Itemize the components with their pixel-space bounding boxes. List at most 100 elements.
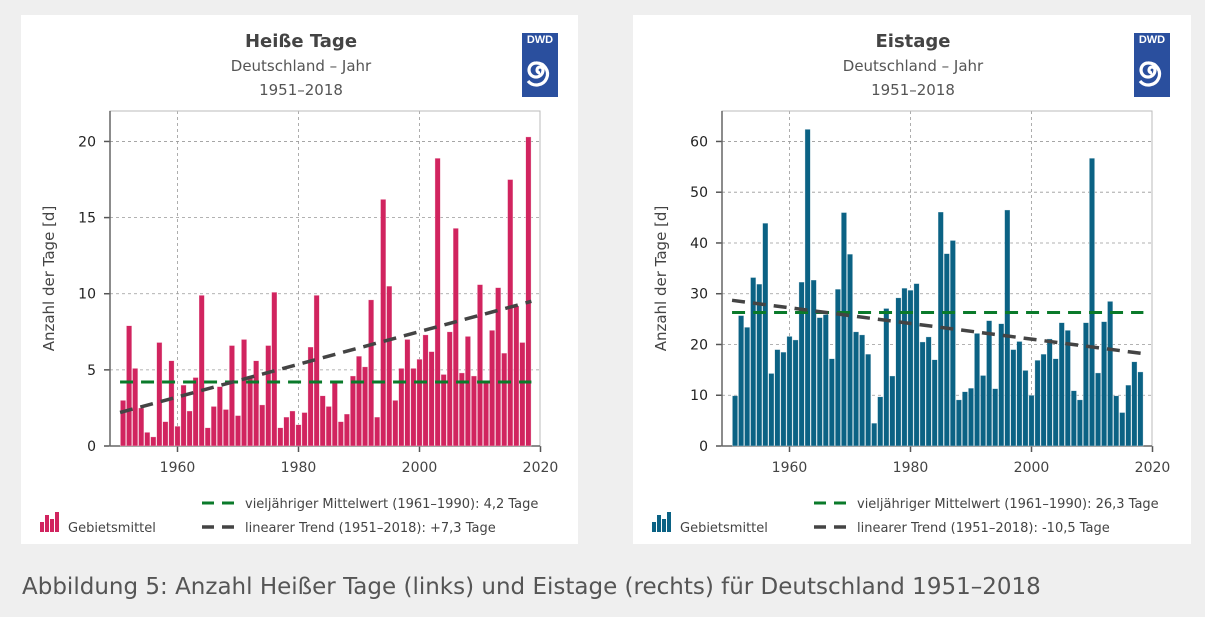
- bar: [1101, 321, 1108, 447]
- y-axis-label: Anzahl der Tage [d]: [40, 206, 58, 352]
- bar: [1004, 209, 1011, 447]
- bar: [355, 355, 362, 447]
- bar: [204, 427, 211, 447]
- bar: [398, 368, 405, 447]
- bar: [525, 136, 532, 447]
- bar: [446, 331, 453, 447]
- y-tick-label: 20: [690, 337, 708, 353]
- bar: [901, 287, 908, 447]
- legend-bar-icon: [657, 515, 661, 532]
- y-tick-label: 10: [78, 287, 96, 303]
- bar: [1131, 361, 1138, 447]
- y-tick-label: 10: [690, 388, 708, 404]
- bar: [228, 345, 235, 447]
- y-axis-label: Anzahl der Tage [d]: [652, 206, 670, 352]
- bar: [464, 336, 471, 447]
- y-tick-label: 15: [78, 211, 96, 227]
- x-tick-label: 2020: [1135, 460, 1171, 476]
- swirl-icon: [1138, 61, 1162, 87]
- legend-trend-label: linearer Trend (1951–2018): +7,3 Tage: [245, 521, 496, 536]
- legend-bar-label: Gebietsmittel: [68, 521, 156, 536]
- x-tick-label: 1960: [772, 460, 808, 476]
- bar: [750, 277, 757, 447]
- y-tick-label: 50: [690, 185, 708, 201]
- bar: [804, 128, 811, 447]
- bar: [762, 222, 769, 447]
- bar: [222, 409, 229, 447]
- bar: [337, 421, 344, 447]
- trend-line: [119, 299, 532, 415]
- bar: [241, 339, 248, 447]
- bar: [992, 388, 999, 447]
- bar: [483, 380, 490, 447]
- bar: [277, 427, 284, 447]
- bar: [889, 375, 896, 447]
- legend-bar-icon: [50, 519, 54, 532]
- bar: [404, 339, 411, 447]
- bar: [732, 395, 739, 447]
- bar: [840, 212, 847, 447]
- y-tick-label: 30: [690, 287, 708, 303]
- bar: [859, 334, 866, 447]
- bar: [458, 372, 465, 447]
- bar: [428, 351, 435, 447]
- bar: [495, 287, 502, 447]
- bar: [1082, 322, 1089, 447]
- bar: [1028, 394, 1035, 447]
- bar: [216, 386, 223, 447]
- bar: [295, 424, 302, 447]
- bar: [386, 285, 393, 447]
- bar: [974, 333, 981, 447]
- bar: [349, 375, 356, 447]
- y-tick-label: 0: [87, 439, 96, 455]
- bar: [768, 373, 775, 447]
- bar: [410, 368, 417, 447]
- bar: [931, 359, 938, 447]
- bar: [180, 384, 187, 447]
- dwd-logo-text: DWD: [526, 34, 554, 46]
- bar: [877, 396, 884, 447]
- bar: [325, 406, 332, 447]
- bar: [883, 308, 890, 447]
- bar: [476, 284, 483, 447]
- x-tick-label: 2000: [402, 460, 438, 476]
- bar: [1137, 371, 1144, 447]
- bar: [1058, 322, 1065, 447]
- legend-bar-icon: [45, 515, 49, 532]
- x-tick-label: 1960: [160, 460, 196, 476]
- bar: [132, 368, 139, 447]
- bar: [1107, 301, 1114, 447]
- bar: [1010, 349, 1017, 447]
- bar: [210, 406, 217, 447]
- bar: [283, 416, 290, 447]
- bar: [816, 317, 823, 447]
- x-tick-label: 1980: [281, 460, 317, 476]
- y-tick-label: 60: [690, 134, 708, 150]
- bar: [126, 325, 133, 447]
- bar: [168, 360, 175, 447]
- bar: [810, 279, 817, 447]
- bar: [144, 431, 151, 447]
- bar: [313, 294, 320, 447]
- bar: [489, 329, 496, 447]
- bar: [853, 331, 860, 447]
- bar: [907, 289, 914, 447]
- figure-caption: Abbildung 5: Anzahl Heißer Tage (links) …: [22, 574, 1041, 600]
- bar: [1076, 399, 1083, 447]
- hot-days-bar-chart: 0 5 10 15 20 1960 1980 2000 2020 Anzahl der Tage …: [40, 110, 558, 536]
- x-tick-label: 2000: [1014, 460, 1050, 476]
- bar: [1034, 359, 1041, 447]
- bar: [865, 353, 872, 447]
- bar: [138, 407, 145, 447]
- bar: [362, 366, 369, 447]
- bar: [501, 352, 508, 447]
- y-tick-label: 5: [87, 363, 96, 379]
- legend-trend-label: linearer Trend (1951–2018): -10,5 Tage: [857, 521, 1110, 536]
- bar: [470, 375, 477, 447]
- bar: [186, 410, 193, 447]
- trend-line: [731, 298, 1144, 356]
- bar: [998, 323, 1005, 447]
- bar: [913, 283, 920, 447]
- bar: [416, 358, 423, 447]
- bar: [986, 320, 993, 447]
